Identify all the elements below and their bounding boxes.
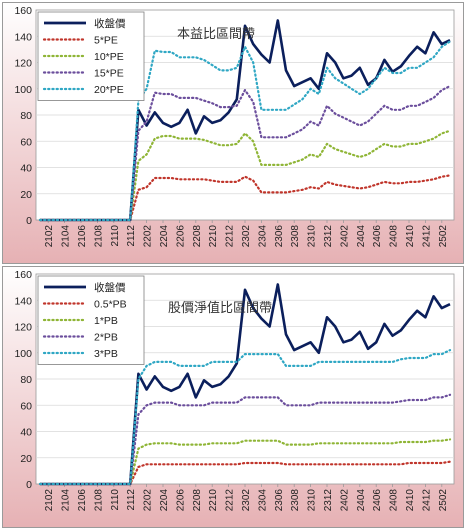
- pb-x-tick-label: 2404: [356, 489, 367, 512]
- pb-x-tick-label: 2402: [339, 489, 350, 512]
- pe-x-tick-label: 2110: [110, 225, 121, 247]
- pe-x-tick-label: 2104: [61, 225, 72, 248]
- pb-x-tick-label: 2302: [241, 489, 252, 512]
- pe-x-tick-label: 2404: [356, 225, 367, 248]
- pb-band-chart: 0 20 40 60 80 100 120 140 160 2102 2104 2106 2108 211…: [2, 266, 464, 528]
- pb-x-tick-label: 2412: [421, 489, 432, 512]
- pb-x-tick-label: 2204: [159, 489, 170, 512]
- pb-x-tick-label: 2212: [225, 489, 236, 512]
- pe-y-tick-label: 20: [20, 189, 32, 201]
- pe-legend-label-0: 收盤價: [94, 17, 126, 30]
- pb-x-tick-label: 2306: [274, 489, 285, 512]
- pb-x-tick-label: 2502: [438, 489, 449, 512]
- pe-x-tick-label: 2210: [208, 225, 219, 248]
- pb-x-tick-label: 2106: [77, 489, 88, 512]
- pb-x-tick-label: 2406: [372, 489, 383, 512]
- pb-x-tick-label: 2312: [323, 489, 334, 512]
- pe-x-tick-label: 2212: [225, 225, 236, 248]
- pe-y-tick-label: 0: [26, 215, 32, 227]
- pb-y-tick-label: 100: [14, 348, 32, 360]
- pb-legend-label-2: 1*PB: [94, 315, 118, 327]
- pb-x-tick-label: 2304: [257, 489, 268, 512]
- pe-legend-label-3: 15*PE: [94, 68, 124, 80]
- pb-y-tick-label: 120: [14, 322, 32, 334]
- pe-x-tick-label: 2406: [372, 225, 383, 248]
- pb-x-tick-label: 2408: [389, 489, 400, 512]
- pe-x-tick-label: 2402: [339, 225, 350, 248]
- pe-x-tick-label: 2206: [175, 225, 186, 248]
- pb-x-tick-label: 2208: [192, 489, 203, 512]
- pe-y-tick-label: 140: [14, 31, 32, 43]
- pe-x-tick-label: 2302: [241, 225, 252, 248]
- pb-series-line-4: [38, 348, 452, 486]
- pe-x-tick-label: 2410: [405, 225, 416, 248]
- pe-x-tick-label: 2310: [307, 225, 318, 248]
- pb-x-tick-label: 2310: [307, 489, 318, 512]
- pe-x-tick-label: 2306: [274, 225, 285, 248]
- pb-x-tick-label: 2108: [93, 489, 104, 512]
- pb-x-tick-label: 2102: [44, 489, 55, 512]
- pb-x-tick-label: 2202: [143, 489, 154, 512]
- pb-y-tick-label: 40: [20, 427, 32, 439]
- pe-x-tick-label: 2412: [421, 225, 432, 248]
- pe-y-tick-label: 160: [14, 5, 32, 17]
- pb-x-tick-label: 2104: [61, 489, 72, 512]
- pe-band-chart: 0 20 40 60 80 100 120 140 160 2102 2104 2106 2108 211…: [2, 2, 464, 264]
- pe-x-tick-label: 2304: [257, 225, 268, 248]
- pb-y-tick-label: 60: [20, 400, 32, 412]
- pb-x-tick-label: 2110: [110, 489, 121, 511]
- pe-x-tick-label: 2102: [44, 225, 55, 248]
- pe-x-tick-label: 2106: [77, 225, 88, 248]
- pb-x-tick-label: 2410: [405, 489, 416, 512]
- pb-legend-label-1: 0.5*PB: [94, 299, 127, 311]
- pe-x-tick-label: 2108: [93, 225, 104, 248]
- pb-legend-label-0: 收盤價: [94, 281, 126, 294]
- pe-y-tick-label: 120: [14, 58, 32, 70]
- pb-y-tick-label: 160: [14, 269, 32, 281]
- pe-x-tick-label: 2312: [323, 225, 334, 248]
- pb-y-tick-label: 80: [20, 374, 32, 386]
- pe-x-tick-label: 2204: [159, 225, 170, 248]
- pe-y-tick-label: 100: [14, 84, 32, 96]
- pe-x-tick-label: 2202: [143, 225, 154, 248]
- pb-y-tick-label: 0: [26, 479, 32, 491]
- pe-series-line-4: [38, 40, 452, 222]
- pb-legend-label-4: 3*PB: [94, 348, 118, 360]
- pe-x-tick-label: 2408: [389, 225, 400, 248]
- pb-band-chart-svg: 0 20 40 60 80 100 120 140 160 2102 2104 2106 2108 211…: [2, 266, 464, 528]
- pe-legend-label-4: 20*PE: [94, 84, 124, 96]
- pe-legend-label-2: 10*PE: [94, 51, 124, 63]
- pb-legend-label-3: 2*PB: [94, 332, 118, 344]
- pe-x-tick-label: 2502: [438, 225, 449, 248]
- pe-chart-title: 本益比區間帶: [177, 26, 255, 41]
- pe-y-tick-label: 60: [20, 136, 32, 148]
- pe-legend-label-1: 5*PE: [94, 35, 118, 47]
- pb-y-tick-label: 140: [14, 295, 32, 307]
- pe-x-tick-label: 2112: [126, 225, 137, 247]
- pe-y-tick-label: 80: [20, 110, 32, 122]
- pb-x-tick-label: 2210: [208, 489, 219, 512]
- pe-band-chart-svg: 0 20 40 60 80 100 120 140 160 2102 2104 2106 2108 211…: [2, 2, 464, 264]
- pb-x-tick-label: 2308: [290, 489, 301, 512]
- pb-x-tick-label: 2206: [175, 489, 186, 512]
- pe-x-tick-label: 2308: [290, 225, 301, 248]
- pb-x-tick-label: 2112: [126, 489, 137, 511]
- pb-y-tick-label: 20: [20, 453, 32, 465]
- pe-x-tick-label: 2208: [192, 225, 203, 248]
- pe-y-tick-label: 40: [20, 163, 32, 175]
- pb-chart-title: 股價淨值比區間帶: [168, 300, 272, 315]
